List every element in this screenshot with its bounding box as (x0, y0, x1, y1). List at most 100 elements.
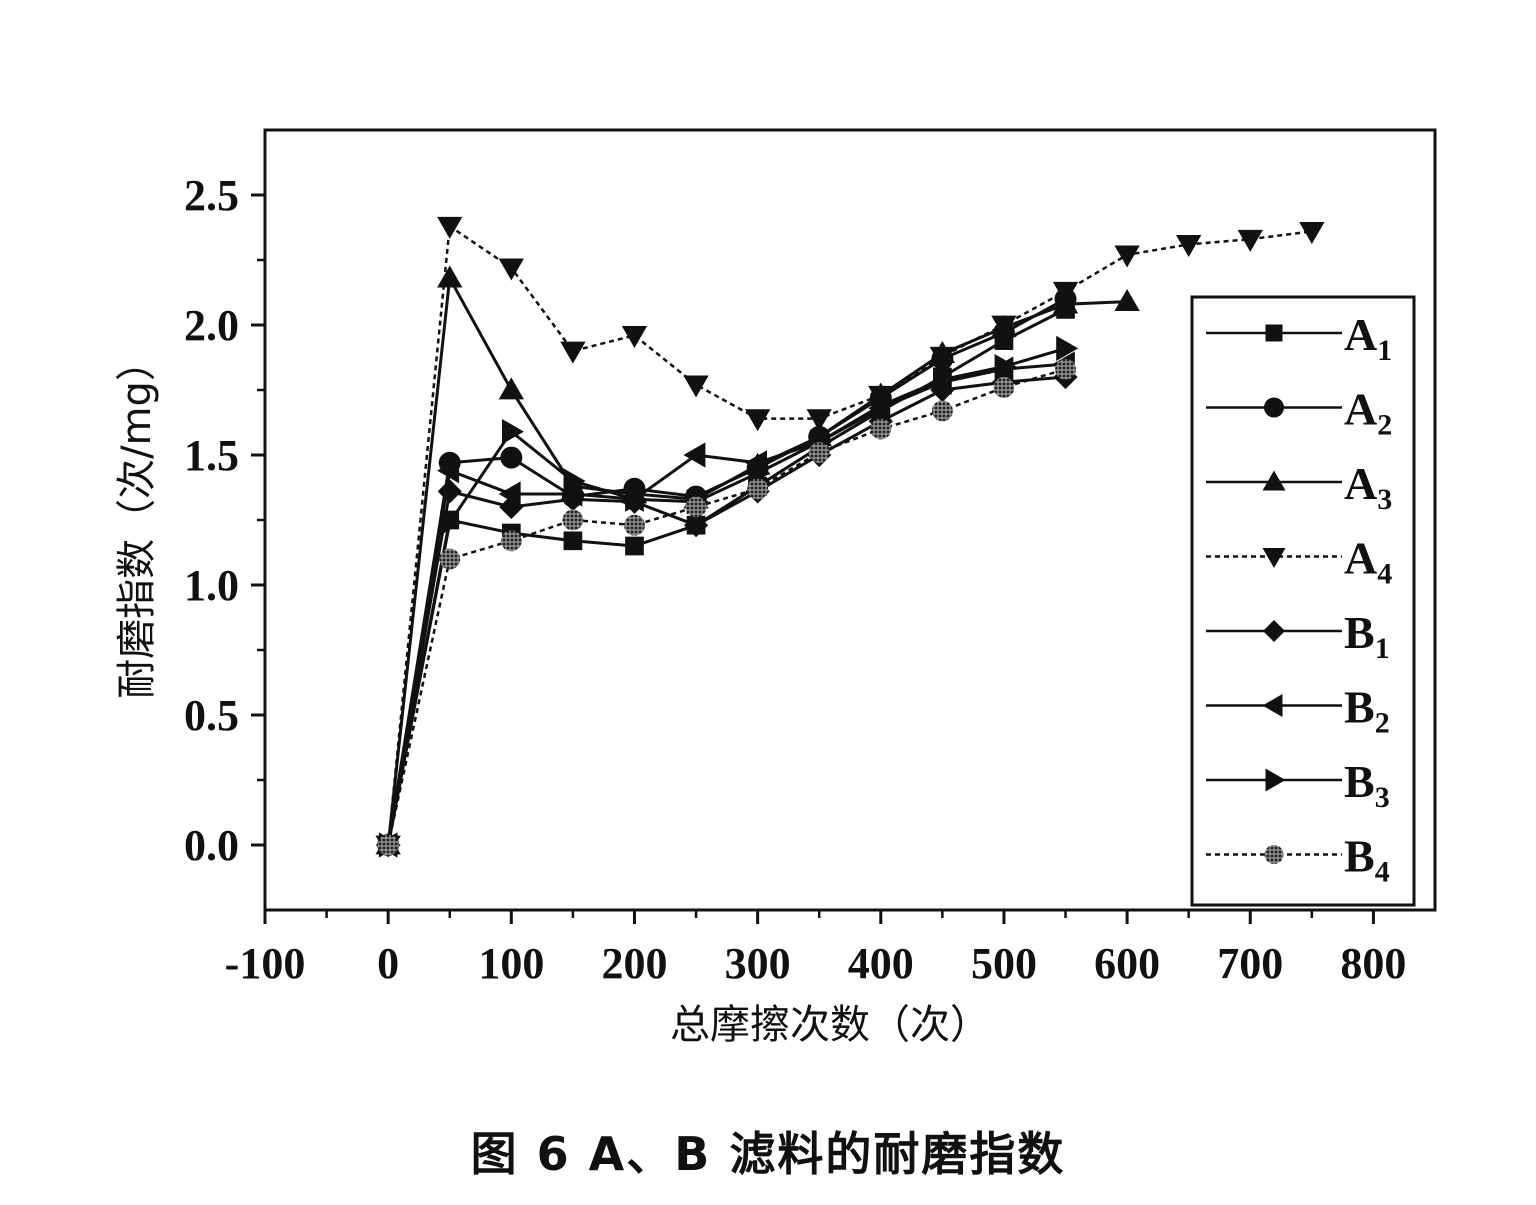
triangle-up-marker (498, 377, 524, 400)
x-tick-label: 800 (1340, 939, 1406, 988)
hatched-circle-marker (870, 418, 892, 440)
series-line (386, 308, 1067, 846)
triangle-right-marker (501, 418, 524, 445)
series-line (386, 346, 1066, 846)
triangle-right-marker (440, 509, 463, 536)
triangle-down-marker (1176, 235, 1202, 258)
series-markers-A1 (378, 300, 1075, 855)
triangle-down-marker (1052, 281, 1079, 304)
triangle-right-marker (1265, 768, 1286, 792)
hatched-circle-marker (562, 509, 584, 531)
circle-marker (1264, 397, 1284, 418)
series-line (386, 297, 1067, 846)
legend-label-B3: B3 (1344, 756, 1390, 814)
y-tick-label: 2.5 (184, 171, 239, 220)
legend-label-B1: B1 (1344, 607, 1390, 665)
triangle-right-marker (994, 353, 1017, 380)
series-markers-B3 (378, 335, 1079, 858)
circle-marker (500, 446, 523, 469)
triangle-down-marker (621, 326, 648, 349)
triangle-down-marker (498, 258, 524, 281)
legend-label-A4: A4 (1344, 533, 1392, 591)
series-B3 (386, 346, 1066, 846)
diamond-marker (1263, 620, 1285, 642)
hatched-circle-marker (685, 496, 707, 518)
triangle-down-marker (1237, 229, 1263, 252)
triangle-down-marker (1262, 548, 1286, 568)
triangle-down-marker (991, 315, 1017, 338)
square-marker (563, 531, 583, 551)
plot-series (375, 216, 1325, 858)
figure-caption: 图 6 A、B 滤料的耐磨指数 (470, 1127, 1066, 1181)
hatched-circle-marker (439, 548, 461, 570)
triangle-left-marker (498, 481, 521, 507)
series-line (386, 223, 1312, 846)
series-B4 (386, 368, 1066, 846)
legend: A1 A2 A3 A4 B1 B2 B3 B4 (1190, 295, 1416, 907)
y-tick-label: 0.0 (184, 821, 239, 870)
y-axis: 0.0 0.5 1.0 1.5 2.0 2.5 (184, 171, 265, 870)
series-markers-B1 (376, 364, 1078, 858)
legend-label-A1: A1 (1344, 309, 1392, 367)
triangle-down-marker (806, 409, 832, 432)
x-axis-title: 总摩擦次数（次） (670, 1002, 990, 1048)
series-line (386, 362, 1066, 846)
hatched-circle-marker (1264, 845, 1284, 864)
series-B1 (386, 375, 1066, 846)
x-tick-label: 0 (377, 939, 399, 988)
series-line (386, 368, 1066, 846)
triangle-right-marker (871, 392, 894, 419)
legend-label-A3: A3 (1344, 458, 1392, 516)
hatched-circle-marker (624, 514, 645, 536)
x-axis: -100 0 100 200 300 400 500 600 700 800 (225, 910, 1406, 988)
diamond-marker (499, 494, 524, 520)
triangle-left-marker (683, 442, 706, 468)
legend-box (1190, 295, 1416, 907)
series-line (386, 375, 1066, 846)
hatched-circle-marker (500, 530, 522, 552)
x-tick-label: 600 (1094, 939, 1160, 988)
triangle-up-marker (1262, 470, 1286, 491)
hatched-circle-marker (808, 441, 830, 463)
triangle-down-marker (1114, 245, 1140, 268)
triangle-left-marker (560, 481, 583, 507)
hatched-circle-marker (931, 400, 953, 422)
y-tick-label: 1.5 (184, 431, 239, 480)
triangle-down-marker (1299, 222, 1325, 245)
diamond-marker (437, 479, 462, 504)
legend-label-B4: B4 (1344, 831, 1390, 889)
hatched-circle-marker (1055, 358, 1076, 380)
hatched-circle-marker (377, 834, 399, 856)
series-markers-B4 (377, 358, 1076, 856)
y-tick-label: 0.5 (184, 691, 239, 740)
series-B2 (386, 362, 1066, 846)
triangle-down-marker (683, 375, 709, 398)
triangle-down-marker (560, 341, 586, 364)
series-markers-B2 (375, 351, 1075, 858)
y-tick-label: 2.0 (184, 301, 239, 350)
series-markers-A4 (375, 216, 1325, 858)
x-tick-label: 300 (725, 939, 791, 988)
x-tick-label: 500 (971, 939, 1037, 988)
legend-label-B2: B2 (1344, 682, 1390, 740)
triangle-right-marker (625, 486, 648, 512)
legend-label-A2: A2 (1344, 384, 1392, 442)
triangle-right-marker (1056, 335, 1079, 362)
y-tick-label: 1.0 (184, 561, 239, 610)
hatched-circle-marker (993, 376, 1015, 398)
x-tick-label: 400 (848, 939, 914, 988)
y-axis-title: 耐磨指数（次/mg） (114, 341, 160, 699)
triangle-down-marker (744, 409, 771, 432)
diamond-marker (683, 513, 709, 538)
x-tick-label: 700 (1217, 939, 1283, 988)
x-tick-label: 200 (601, 939, 667, 988)
square-marker (1265, 324, 1283, 342)
triangle-right-marker (563, 468, 586, 494)
triangle-left-marker (1262, 694, 1283, 717)
series-A4 (386, 223, 1312, 846)
triangle-up-marker (437, 265, 463, 288)
hatched-circle-marker (747, 478, 769, 500)
series-A1 (386, 308, 1067, 846)
x-tick-label: 100 (478, 939, 544, 988)
